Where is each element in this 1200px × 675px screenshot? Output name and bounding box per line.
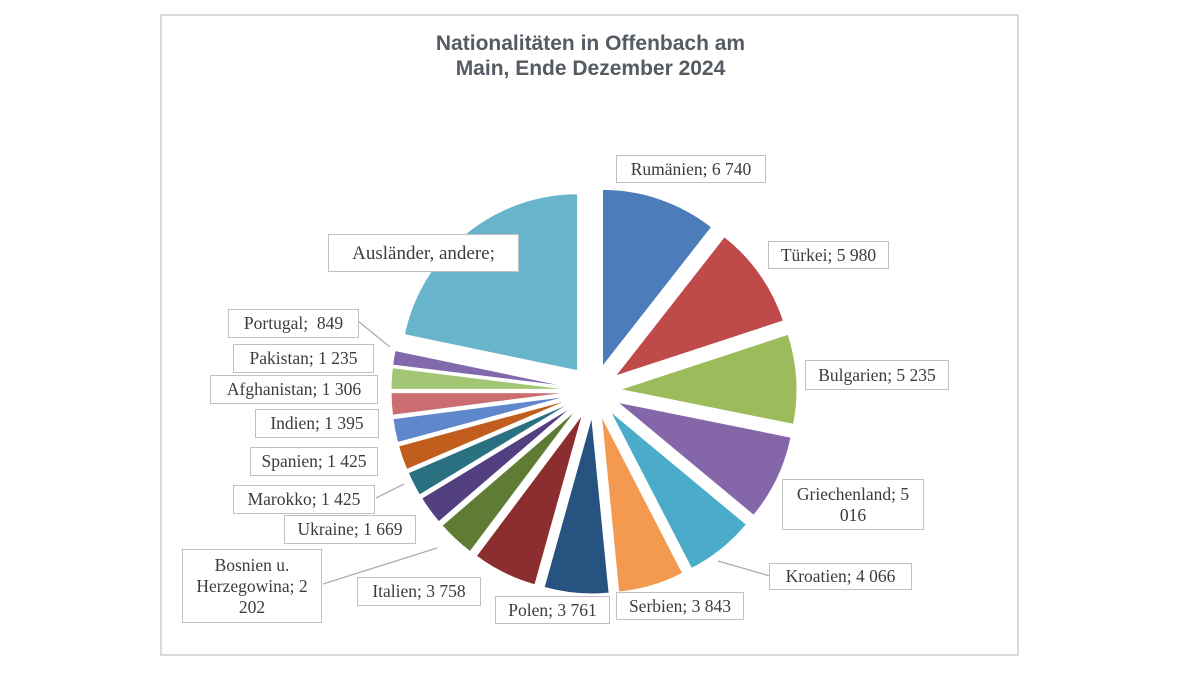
pie-label-ukraine: Ukraine; 1 669 xyxy=(284,515,416,544)
pie-label-serbien: Serbien; 3 843 xyxy=(616,592,744,620)
pie-slice-bulgarien xyxy=(618,333,798,425)
leader-line-kroatien xyxy=(717,560,771,577)
pie-slice-afghanistan xyxy=(390,391,569,416)
pie-slice-ukraine xyxy=(421,405,574,523)
pie-slice-italien xyxy=(475,414,583,586)
pie-slice-griechenland xyxy=(617,401,792,517)
pie-label-italien: Italien; 3 758 xyxy=(357,577,481,606)
pie-slice-polen xyxy=(543,416,610,595)
pie-label-auslaender-andere: Ausländer, andere; xyxy=(328,234,519,272)
pie-slice-pakistan xyxy=(390,367,569,390)
pie-label-marokko: Marokko; 1 425 xyxy=(233,485,375,514)
pie-label-pakistan: Pakistan; 1 235 xyxy=(233,344,374,373)
pie-slice-portugal xyxy=(392,349,569,388)
pie-label-indien: Indien; 1 395 xyxy=(255,409,379,438)
pie-slice-spanien xyxy=(397,399,570,471)
pie-slice-tuerkei xyxy=(613,235,785,378)
pie-label-bosnien-herzegowina: Bosnien u. Herzegowina; 2 202 xyxy=(182,549,322,623)
pie-slice-rumaenien xyxy=(602,188,713,368)
pie-label-spanien: Spanien; 1 425 xyxy=(250,447,378,476)
chart-title: Nationalitäten in Offenbach am Main, End… xyxy=(435,32,746,80)
pie-label-griechenland: Griechenland; 5 016 xyxy=(782,479,924,530)
leader-line-portugal xyxy=(357,320,391,348)
pie-label-rumaenien: Rumänien; 6 740 xyxy=(616,155,766,183)
pie-label-portugal: Portugal; 849 xyxy=(228,309,359,338)
pie-slice-marokko xyxy=(407,402,572,496)
pie-slice-indien xyxy=(392,395,569,444)
pie-slice-bosnien-herzegowina xyxy=(441,409,577,553)
leader-line-marokko xyxy=(375,483,405,499)
pie-label-tuerkei: Türkei; 5 980 xyxy=(768,241,889,269)
pie-slice-kroatien xyxy=(609,410,748,570)
leader-line-bosnien-herzegowina xyxy=(322,547,438,585)
pie-label-kroatien: Kroatien; 4 066 xyxy=(769,563,912,590)
pie-slice-auslaender-andere xyxy=(403,193,579,372)
pie-label-afghanistan: Afghanistan; 1 306 xyxy=(210,375,378,404)
pie-label-bulgarien: Bulgarien; 5 235 xyxy=(805,360,949,390)
pie-label-polen: Polen; 3 761 xyxy=(495,596,610,624)
